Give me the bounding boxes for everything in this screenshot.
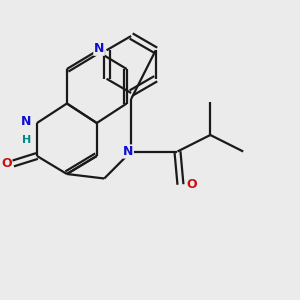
Text: N: N bbox=[21, 115, 32, 128]
Text: H: H bbox=[22, 134, 31, 145]
Text: N: N bbox=[94, 42, 104, 55]
Text: N: N bbox=[123, 145, 133, 158]
Text: O: O bbox=[187, 178, 197, 191]
Text: O: O bbox=[1, 157, 12, 170]
